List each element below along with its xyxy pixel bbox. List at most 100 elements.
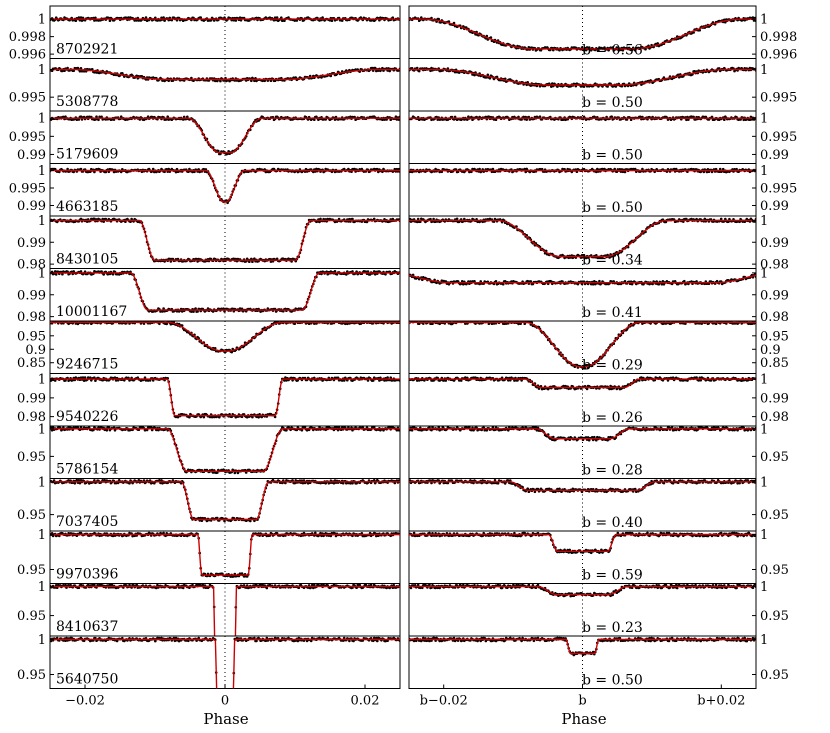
left-y-tick-label: 0.9: [25, 343, 46, 358]
right-y-tick-label: 1: [760, 13, 768, 28]
right-panel-9970396: 1 0.95 b = 0.59: [408, 528, 789, 584]
left-y-tick-label: 1: [38, 266, 46, 281]
right-panel-8702921: 1 0.998 0.996 b = 0.56: [408, 5, 797, 63]
left-primary-eclipse-model-5640750: [50, 638, 400, 689]
left-panel-10001167: 1 0.99 0.98 10001167: [17, 266, 401, 325]
impact-parameter-label: b = 0.34: [582, 253, 643, 269]
left-y-tick-label: 0.998: [9, 30, 46, 45]
right-secondary-eclipse-model-5640750: [409, 638, 756, 655]
left-y-tick-label: 0.995: [9, 91, 46, 106]
left-y-tick-label: 1: [38, 528, 46, 543]
left-primary-eclipse-model-5786154: [50, 428, 400, 472]
impact-parameter-label: b = 0.59: [582, 568, 643, 584]
impact-parameter-label: b = 0.50: [582, 200, 643, 216]
right-panel-9246715: 0.950.90.85 b = 0.29: [408, 320, 789, 374]
right-secondary-eclipse-model-9970396: [409, 533, 756, 552]
left-y-tick-label: 0.95: [17, 609, 46, 624]
right-secondary-eclipse-model-8430105: [409, 219, 756, 258]
right-y-tick-label: 0.998: [760, 30, 797, 45]
right-panel-5786154: 1 0.95 b = 0.28: [408, 422, 789, 479]
left-y-tick-label: 0.98: [17, 258, 46, 273]
left-primary-eclipse-model-8430105: [50, 219, 400, 261]
right-y-tick-label: 0.99: [760, 148, 789, 163]
star-id-label: 8410637: [56, 619, 118, 635]
left-y-tick-label: 1: [38, 633, 46, 648]
right-y-tick-label: 1: [760, 528, 768, 543]
right-panel-5179609: 1 0.995 0.99 b = 0.50: [408, 110, 797, 164]
right-x-tick-label: b−0.02: [420, 694, 468, 709]
right-x-tick-label: b: [578, 694, 586, 709]
right-panel-8410637: 1 0.95 b = 0.23: [408, 580, 789, 637]
left-panel-7037405: 1 0.95 7037405: [17, 475, 401, 532]
right-secondary-eclipse-model-5308778: [409, 68, 756, 86]
right-y-tick-label: 1: [760, 63, 768, 78]
right-secondary-eclipse-model-5786154: [409, 428, 756, 440]
left-x-tick-label: −0.02: [65, 694, 105, 709]
right-panel-4663185: 1 0.995 0.99 b = 0.50: [408, 163, 797, 217]
right-secondary-eclipse-model-7037405: [409, 481, 756, 491]
right-panel-8430105: 1 0.99 0.98 b = 0.34: [408, 214, 789, 273]
left-primary-eclipse-model-8410637: [50, 585, 400, 636]
right-y-tick-label: 1: [760, 422, 768, 437]
right-x-tick-label: b+0.02: [697, 694, 745, 709]
left-y-tick-label: 0.95: [17, 508, 46, 523]
right-y-tick-label: 0.98: [760, 410, 789, 425]
right-y-tick-label: 1: [760, 214, 768, 229]
left-y-tick-label: 0.95: [17, 668, 46, 683]
right-y-tick-label: 1: [760, 580, 768, 595]
impact-parameter-label: b = 0.41: [582, 305, 643, 321]
right-secondary-eclipse-model-10001167: [409, 274, 756, 284]
right-y-tick-label: 0.85: [760, 356, 789, 371]
impact-parameter-label: b = 0.50: [582, 673, 643, 689]
left-panel-8410637: 1 0.95 8410637: [17, 580, 401, 637]
right-y-tick-label: 1: [760, 373, 768, 388]
right-y-tick-label: 0.99: [760, 288, 789, 303]
left-primary-eclipse-model-9970396: [50, 533, 400, 576]
left-panel-9246715: 0.950.90.85 9246715: [17, 320, 401, 374]
star-id-label: 9246715: [56, 357, 118, 373]
right-y-tick-label: 0.95: [760, 329, 789, 344]
left-y-tick-label: 0.98: [17, 310, 46, 325]
star-id-label: 9970396: [56, 567, 118, 583]
left-y-tick-label: 0.99: [17, 288, 46, 303]
right-secondary-eclipse-model-9540226: [409, 378, 756, 389]
left-x-tick-label: 0.02: [351, 694, 380, 709]
star-id-label: 5179609: [56, 147, 118, 163]
impact-parameter-label: b = 0.29: [582, 358, 643, 374]
impact-parameter-label: b = 0.50: [582, 148, 643, 164]
left-primary-eclipse-model-9540226: [50, 378, 400, 417]
star-id-label: 10001167: [56, 304, 127, 320]
star-id-label: 9540226: [56, 409, 118, 425]
star-id-label: 5308778: [56, 94, 118, 110]
right-y-tick-label: 1: [760, 633, 768, 648]
star-id-label: 8430105: [56, 252, 118, 268]
right-y-tick-label: 1: [760, 164, 768, 179]
right-secondary-eclipse-model-8410637: [409, 585, 756, 596]
x-axis-label-left: Phase: [203, 710, 248, 728]
star-id-label: 8702921: [56, 42, 118, 58]
right-y-tick-label: 0.95: [760, 450, 789, 465]
left-y-tick-label: 1: [38, 13, 46, 28]
right-panel-7037405: 1 0.95 b = 0.40: [408, 475, 789, 532]
left-panel-5179609: 1 0.995 0.99 5179609: [9, 110, 401, 164]
left-primary-eclipse-model-7037405: [50, 481, 400, 521]
impact-parameter-label: b = 0.40: [582, 515, 643, 531]
impact-parameter-label: b = 0.28: [582, 463, 643, 479]
left-panel-5308778: 1 0.995 5308778: [9, 58, 401, 112]
left-y-tick-label: 1: [38, 422, 46, 437]
left-panel-4663185: 1 0.995 0.99 4663185: [9, 163, 401, 217]
left-panel-9970396: 1 0.95 9970396: [17, 528, 401, 584]
star-id-label: 4663185: [56, 199, 118, 215]
left-y-tick-label: 0.95: [17, 450, 46, 465]
left-primary-eclipse-model-4663185: [50, 169, 400, 203]
left-y-tick-label: 1: [38, 112, 46, 127]
impact-parameter-label: b = 0.23: [582, 620, 643, 636]
left-primary-eclipse-model-10001167: [50, 272, 400, 311]
right-secondary-eclipse-model-8702921: [409, 18, 756, 50]
right-y-tick-label: 0.99: [760, 236, 789, 251]
impact-parameter-label: b = 0.56: [582, 43, 643, 59]
left-y-tick-label: 1: [38, 475, 46, 490]
right-y-tick-label: 0.996: [760, 48, 797, 63]
left-x-tick-label: 0: [221, 694, 229, 709]
